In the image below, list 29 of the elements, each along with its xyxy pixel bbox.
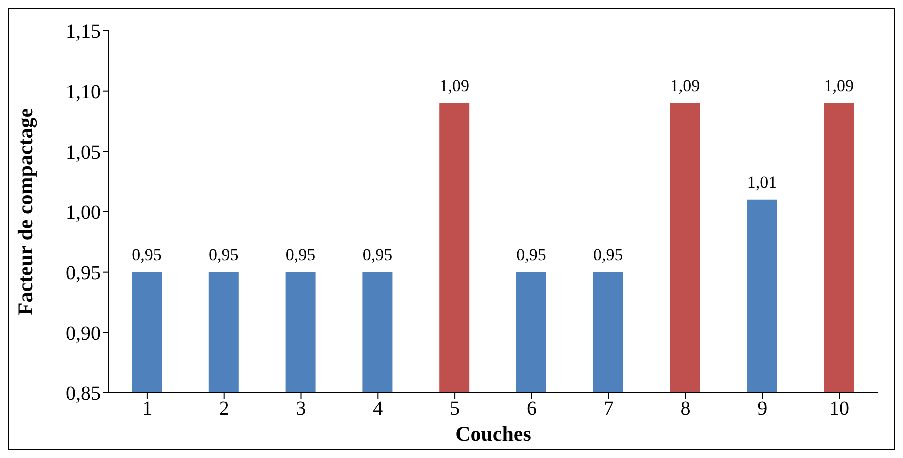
data-label: 1,09 xyxy=(440,76,470,96)
data-label: 0,95 xyxy=(132,245,162,264)
x-tick-label: 4 xyxy=(373,398,384,420)
y-tick-label: 1,15 xyxy=(66,21,101,44)
data-label: 0,95 xyxy=(209,245,239,264)
x-tick-label: 2 xyxy=(219,398,230,420)
x-tick-label: 3 xyxy=(296,398,306,420)
x-tick-label: 6 xyxy=(526,398,537,420)
y-tick-label: 1,05 xyxy=(66,142,101,164)
y-tick-label: 1,10 xyxy=(66,81,101,104)
y-tick-label: 1,00 xyxy=(66,202,101,224)
x-tick-label: 9 xyxy=(758,398,768,420)
data-label: 0,95 xyxy=(516,245,546,264)
y-tick-label: 0,90 xyxy=(66,322,101,345)
data-label: 1,09 xyxy=(670,76,700,96)
y-tick-label: 0,95 xyxy=(66,262,101,284)
x-tick-label: 7 xyxy=(604,398,614,420)
y-tick-label: 0,85 xyxy=(66,383,101,406)
data-label: 1,01 xyxy=(747,172,778,192)
x-tick-label: 5 xyxy=(450,398,460,420)
x-axis-title: Couches xyxy=(456,422,532,446)
data-label: 1,09 xyxy=(824,76,854,96)
data-label: 0,95 xyxy=(362,245,393,264)
x-tick-label: 1 xyxy=(142,398,152,420)
data-label: 0,95 xyxy=(286,245,316,264)
x-tick-label: 10 xyxy=(830,398,850,420)
y-axis-title: Facteur de compactage xyxy=(13,108,38,316)
x-tick-label: 8 xyxy=(680,398,691,420)
data-label: 0,95 xyxy=(594,245,624,264)
